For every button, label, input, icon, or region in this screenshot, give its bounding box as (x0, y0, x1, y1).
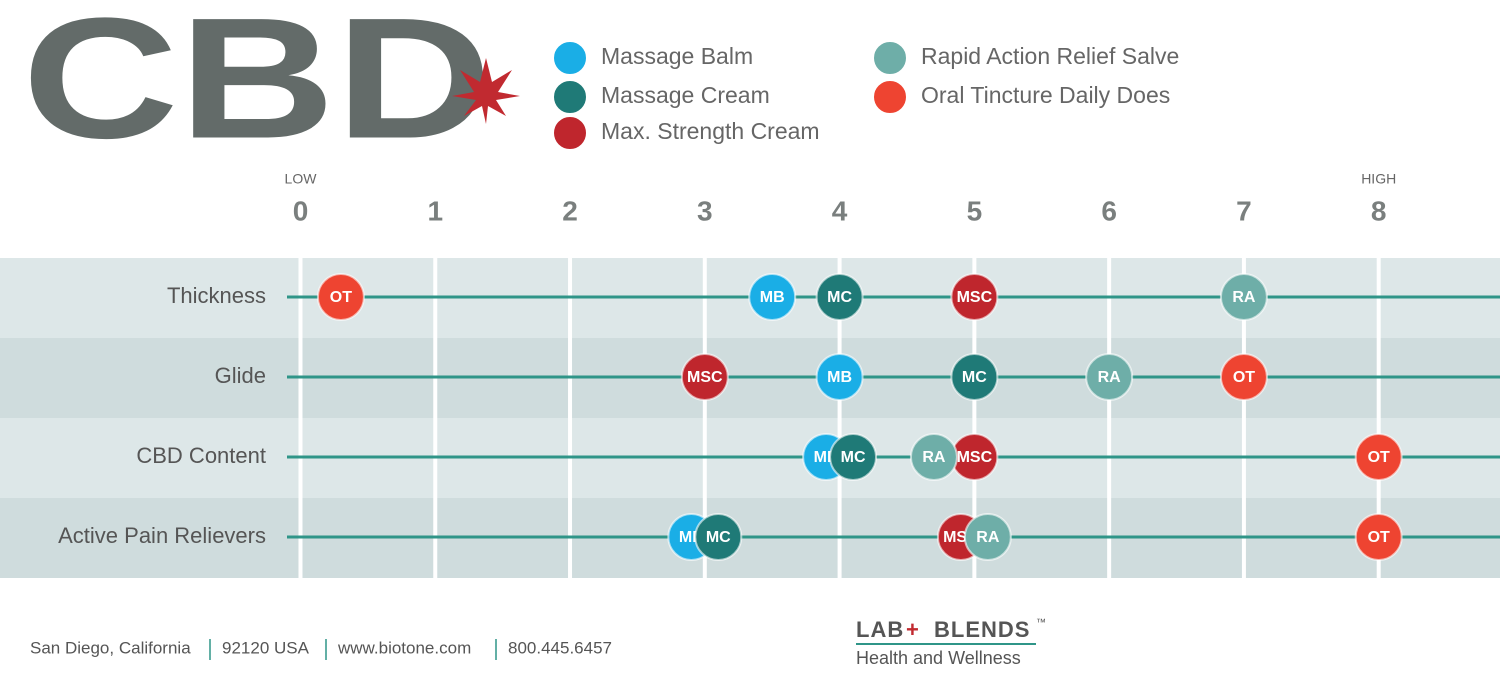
legend-label: Massage Cream (601, 82, 770, 108)
dot (815, 273, 864, 321)
marker: OT (316, 273, 365, 321)
dot-label: MC (706, 529, 731, 546)
brand-text: + (906, 617, 920, 642)
x-tick-label: 1 (427, 195, 443, 226)
marker: OT (1354, 433, 1403, 481)
marker: MC (950, 353, 999, 401)
marker: MSC (950, 273, 999, 321)
marker: RA (1219, 273, 1268, 321)
marker: OT (1354, 513, 1403, 561)
x-tick-label: 7 (1236, 195, 1252, 226)
row-label: Thickness (167, 283, 266, 308)
dot-label: RA (922, 449, 946, 466)
legend-swatch (552, 40, 588, 76)
x-tick-label: 8 (1371, 195, 1387, 226)
marker: RA (909, 433, 958, 481)
dot (748, 273, 797, 321)
marker: MC (829, 433, 878, 481)
dot (316, 273, 365, 321)
dot (1219, 273, 1268, 321)
dot-label: MB (760, 289, 785, 306)
footer-text: San Diego, California (30, 638, 191, 657)
marker: MC (694, 513, 743, 561)
dot (1354, 513, 1403, 561)
legend-label: Massage Balm (601, 43, 753, 69)
dot-label: RA (1232, 289, 1256, 306)
row-label: Glide (215, 363, 266, 388)
dot (963, 513, 1012, 561)
logo: CBD (22, 0, 492, 174)
legend-label: Oral Tincture Daily Does (921, 82, 1170, 108)
tagline: Health and Wellness (856, 648, 1021, 668)
x-tick-label: 0 (293, 195, 309, 226)
marker: OT (1219, 353, 1268, 401)
brand-text: LAB (856, 617, 904, 642)
x-tick-label: 4 (832, 195, 848, 226)
dot (1085, 353, 1134, 401)
marker: MB (748, 273, 797, 321)
x-tick-label: 5 (967, 195, 983, 226)
legend-swatch (872, 40, 908, 76)
row-label: Active Pain Relievers (58, 523, 266, 548)
dot-label: MSC (957, 289, 993, 306)
x-tick-label: 6 (1101, 195, 1117, 226)
dot (680, 353, 729, 401)
dot-label: OT (1368, 529, 1390, 546)
dot (829, 433, 878, 481)
dot-label: MSC (957, 449, 993, 466)
dot (909, 433, 958, 481)
dot (1219, 353, 1268, 401)
high-label: HIGH (1361, 171, 1396, 187)
marker: MC (815, 273, 864, 321)
marker: MB (815, 353, 864, 401)
leaf-icon (452, 58, 520, 124)
dot (950, 353, 999, 401)
dot-label: MC (827, 289, 852, 306)
dot-label: MSC (687, 369, 723, 386)
marker: RA (1085, 353, 1134, 401)
dot-label: OT (1368, 449, 1390, 466)
dot-label: OT (1233, 369, 1255, 386)
low-label: LOW (285, 171, 318, 187)
dot-label: MB (827, 369, 852, 386)
legend-swatch (552, 115, 588, 151)
marker: MSC (950, 433, 999, 481)
dot-label: MC (841, 449, 866, 466)
marker: MSC (680, 353, 729, 401)
dot-label: OT (330, 289, 352, 306)
marker: RA (963, 513, 1012, 561)
footer-text: www.biotone.com (337, 638, 471, 657)
footer-text: 92120 USA (222, 638, 310, 657)
dot (815, 353, 864, 401)
trademark: ™ (1036, 618, 1046, 629)
x-tick-label: 3 (697, 195, 713, 226)
dot (950, 273, 999, 321)
legend-label: Max. Strength Cream (601, 118, 820, 144)
legend-swatch (872, 79, 908, 115)
footer-text: 800.445.6457 (508, 638, 612, 657)
legend-swatch (552, 79, 588, 115)
dot-label: RA (1098, 369, 1122, 386)
dot (694, 513, 743, 561)
row-label: CBD Content (136, 443, 266, 468)
x-tick-label: 2 (562, 195, 578, 226)
dot (1354, 433, 1403, 481)
dot-label: MC (962, 369, 987, 386)
legend-label: Rapid Action Relief Salve (921, 43, 1179, 69)
brand-text: BLENDS (934, 617, 1030, 642)
dot-label: RA (976, 529, 1000, 546)
